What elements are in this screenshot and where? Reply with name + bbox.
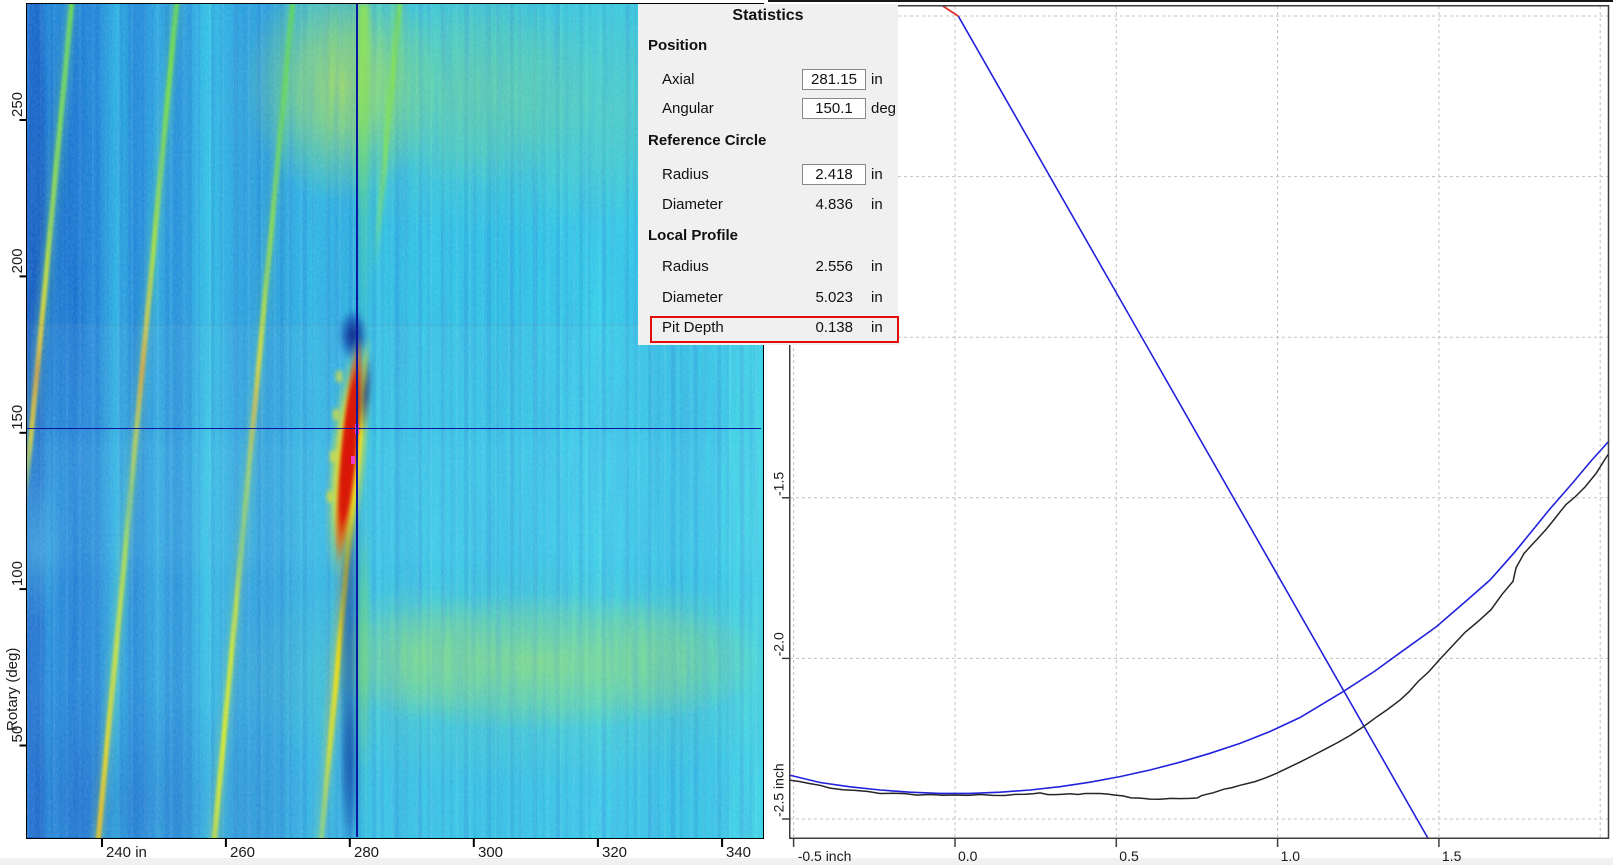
svg-text:150: 150 (9, 405, 26, 430)
svg-text:-2.0: -2.0 (771, 632, 787, 656)
svg-text:250: 250 (9, 92, 26, 117)
svg-text:50: 50 (9, 726, 26, 743)
svg-text:Rotary (deg): Rotary (deg) (4, 648, 21, 731)
svg-text:1.5: 1.5 (1442, 848, 1462, 864)
svg-text:200: 200 (9, 248, 26, 273)
svg-text:1.0: 1.0 (1281, 848, 1301, 864)
svg-text:0.0: 0.0 (958, 848, 978, 864)
svg-text:0.5: 0.5 (1119, 848, 1139, 864)
svg-text:-0.5 inch: -0.5 inch (798, 848, 852, 864)
svg-text:-1.5: -1.5 (771, 472, 787, 496)
svg-text:-2.5 inch: -2.5 inch (771, 763, 787, 817)
svg-text:100: 100 (9, 561, 26, 586)
